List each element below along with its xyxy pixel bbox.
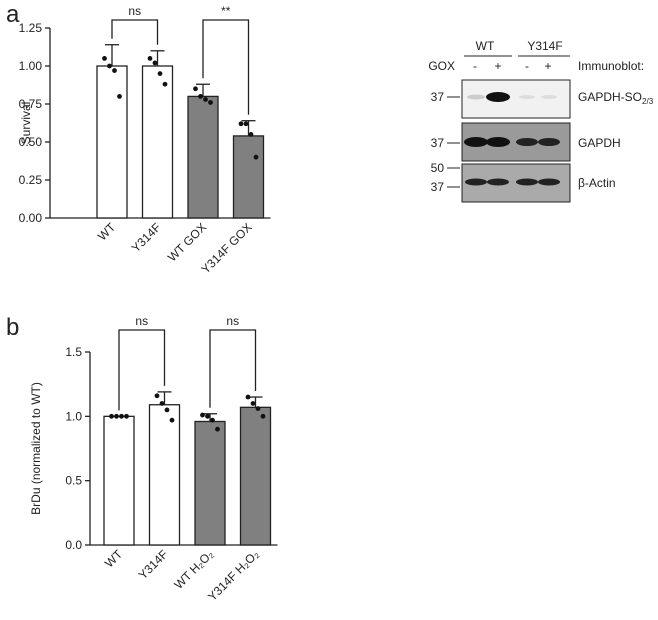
- data-point: [260, 413, 266, 419]
- y-axis-label: BrDu (normalized to WT): [29, 382, 43, 515]
- treatment-label: GOX: [428, 59, 455, 73]
- y-tick-label: 1.25: [19, 21, 43, 35]
- data-point: [124, 413, 129, 419]
- data-point: [112, 68, 117, 73]
- data-point: [253, 154, 259, 160]
- treatment: +: [544, 59, 551, 73]
- y-axis-label: Survival: [19, 102, 33, 145]
- data-point: [117, 94, 122, 99]
- data-point: [203, 97, 208, 102]
- data-point: [162, 81, 168, 87]
- target: GAPDH: [578, 136, 621, 150]
- data-point: [119, 413, 124, 419]
- significance-label: ns: [135, 314, 148, 328]
- x-tick-label: WT: [102, 547, 126, 571]
- band: [538, 178, 560, 186]
- data-point: [255, 406, 261, 412]
- bar: [141, 65, 174, 219]
- data-point: [109, 413, 114, 419]
- data-point: [200, 412, 205, 418]
- significance-bracket: [111, 19, 159, 45]
- data-point: [193, 86, 198, 92]
- x-tick-label: Y314F: [136, 547, 171, 582]
- band: [467, 94, 485, 100]
- y-tick-label: 1.0: [65, 409, 82, 423]
- data-point: [238, 121, 244, 127]
- data-point: [248, 132, 254, 137]
- target-subscript: 2/3: [642, 97, 654, 106]
- bar: [103, 415, 135, 546]
- bar: [239, 406, 272, 546]
- y-tick-label: 1.00: [19, 59, 43, 73]
- band: [465, 178, 487, 186]
- data-point: [210, 417, 215, 423]
- treatment: -: [525, 59, 529, 73]
- x-tick-label: Y314F: [129, 220, 164, 255]
- significance-bracket: [118, 329, 166, 411]
- bar: [194, 420, 226, 546]
- marker: 50: [431, 161, 445, 175]
- marker: 37: [431, 136, 445, 150]
- significance-bracket: [209, 329, 257, 408]
- data-point: [169, 417, 175, 423]
- blot-group: WT: [476, 39, 495, 53]
- y-tick-label: 0.75: [19, 97, 43, 111]
- band: [486, 137, 510, 147]
- y-tick-label: 0.00: [19, 211, 43, 225]
- data-point: [157, 71, 163, 76]
- data-point: [215, 426, 220, 432]
- significance-label: **: [221, 4, 231, 18]
- data-point: [152, 60, 158, 66]
- y-tick-label: 0.50: [19, 135, 43, 149]
- panel-label: a: [6, 1, 20, 28]
- band: [487, 178, 509, 186]
- data-point: [205, 413, 210, 419]
- bar: [187, 95, 219, 219]
- data-point: [245, 394, 251, 400]
- data-point: [107, 63, 112, 69]
- bar: [232, 135, 265, 219]
- treatment: -: [473, 59, 477, 73]
- target: β-Actin: [578, 176, 616, 190]
- band: [516, 178, 538, 186]
- x-tick-label: WT: [95, 220, 119, 244]
- bar: [148, 404, 181, 546]
- band: [516, 138, 538, 146]
- band: [538, 138, 560, 146]
- data-point: [243, 121, 249, 127]
- band: [464, 137, 488, 147]
- data-point: [159, 401, 165, 406]
- band: [486, 92, 510, 102]
- data-point: [147, 56, 153, 61]
- panel-label: b: [6, 314, 19, 341]
- x-tick-label: WT H₂O₂: [172, 547, 217, 592]
- y-tick-label: 0.0: [65, 538, 82, 552]
- blot-header: Immunoblot:: [578, 59, 644, 73]
- significance-bracket: [202, 19, 250, 115]
- target: GAPDH-SO2/3: [578, 90, 654, 106]
- band: [519, 95, 535, 99]
- marker: 37: [431, 90, 445, 104]
- data-point: [154, 393, 160, 399]
- data-point: [102, 56, 107, 61]
- data-point: [250, 401, 256, 406]
- band: [541, 95, 557, 99]
- significance-label: ns: [226, 314, 239, 328]
- treatment: +: [494, 59, 501, 73]
- significance-label: ns: [128, 4, 141, 18]
- y-tick-label: 1.5: [65, 345, 82, 359]
- y-tick-label: 0.25: [19, 173, 43, 187]
- data-point: [198, 94, 203, 99]
- data-point: [164, 407, 170, 413]
- target-name: GAPDH-SO: [578, 90, 642, 104]
- bar: [96, 65, 128, 219]
- blot: WT Y314F GOX - + - + Immunoblot: 37 37 5…: [428, 39, 654, 203]
- data-point: [208, 100, 213, 105]
- blot-group: Y314F: [527, 39, 562, 53]
- marker: 37: [431, 180, 445, 194]
- x-tick-label: WT GOX: [165, 220, 209, 264]
- y-tick-label: 0.5: [65, 474, 82, 488]
- data-point: [114, 413, 119, 419]
